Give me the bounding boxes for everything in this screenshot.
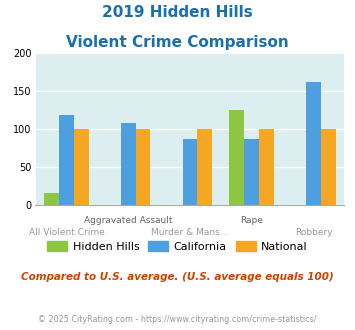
Bar <box>59 115 74 205</box>
Text: Robbery: Robbery <box>295 228 332 237</box>
Bar <box>259 129 274 205</box>
Text: Aggravated Assault: Aggravated Assault <box>84 216 173 225</box>
Bar <box>197 129 212 205</box>
Bar <box>136 129 151 205</box>
Bar <box>244 139 259 205</box>
Text: Murder & Mans...: Murder & Mans... <box>151 228 229 237</box>
Bar <box>44 193 59 205</box>
Bar <box>74 129 89 205</box>
Text: Violent Crime Comparison: Violent Crime Comparison <box>66 35 289 50</box>
Bar <box>121 123 136 205</box>
Text: 2019 Hidden Hills: 2019 Hidden Hills <box>102 5 253 20</box>
Text: Compared to U.S. average. (U.S. average equals 100): Compared to U.S. average. (U.S. average … <box>21 272 334 282</box>
Legend: Hidden Hills, California, National: Hidden Hills, California, National <box>43 237 312 256</box>
Text: © 2025 CityRating.com - https://www.cityrating.com/crime-statistics/: © 2025 CityRating.com - https://www.city… <box>38 315 317 324</box>
Text: All Violent Crime: All Violent Crime <box>28 228 104 237</box>
Text: Rape: Rape <box>240 216 263 225</box>
Bar <box>306 82 321 205</box>
Bar <box>229 110 244 205</box>
Bar <box>321 129 336 205</box>
Bar <box>182 139 197 205</box>
